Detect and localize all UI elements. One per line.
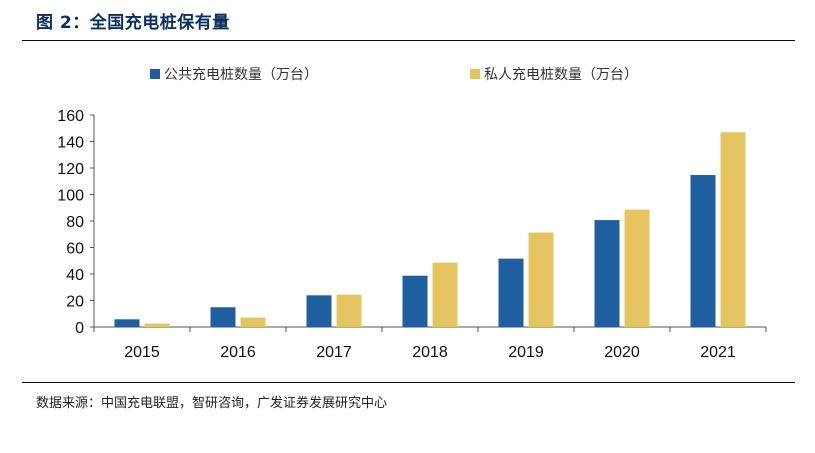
x-tick-label: 2017: [316, 344, 352, 361]
legend-swatch-private: [470, 69, 480, 79]
bar-public: [306, 295, 332, 327]
legend-label-public: 公共充电桩数量（万台）: [164, 67, 318, 83]
x-tick-label: 2021: [700, 344, 736, 361]
y-tick-label: 80: [66, 214, 84, 231]
legend-swatch-public: [150, 69, 160, 79]
x-tick-label: 2015: [124, 344, 160, 361]
y-tick-label: 0: [75, 320, 84, 337]
bar-chart: 0 20 40 60 80 100 120 140 160 2015 2016 2017 2018 201…: [57, 108, 767, 361]
bar-private: [528, 232, 554, 327]
bar-private: [432, 262, 458, 327]
y-tick-label: 60: [66, 241, 84, 258]
x-tick-label: 2020: [604, 344, 640, 361]
bar-private: [240, 317, 266, 327]
bar-public: [114, 319, 140, 327]
bar-private: [144, 323, 170, 327]
bar-public: [498, 258, 524, 327]
source-note: 数据来源：中国充电联盟，智研咨询，广发证券发展研究中心: [36, 396, 388, 411]
y-tick-label: 120: [57, 161, 84, 178]
y-tick-label: 40: [66, 267, 84, 284]
bar-private: [624, 209, 650, 327]
bar-public: [402, 275, 428, 327]
figure-title: 图 2：全国充电桩保有量: [36, 13, 230, 33]
bottom-divider: [22, 382, 795, 383]
chart-legend: 公共充电桩数量（万台） 私人充电桩数量（万台）: [0, 64, 815, 86]
x-tick-label: 2018: [412, 344, 448, 361]
legend-label-private: 私人充电桩数量（万台）: [484, 67, 638, 83]
bar-public: [210, 307, 236, 327]
y-tick-label: 160: [57, 108, 84, 125]
x-tick-label: 2019: [508, 344, 544, 361]
legend-item-public: 公共充电桩数量（万台）: [150, 64, 318, 84]
legend-item-private: 私人充电桩数量（万台）: [470, 64, 638, 84]
y-tick-label: 140: [57, 135, 84, 152]
top-divider: [22, 40, 795, 41]
y-tick-label: 100: [57, 188, 84, 205]
x-tick-label: 2016: [220, 344, 256, 361]
bar-public: [690, 175, 716, 327]
bar-private: [336, 294, 362, 327]
y-tick-label: 20: [66, 294, 84, 311]
bar-private: [720, 132, 746, 327]
bar-public: [594, 220, 620, 327]
